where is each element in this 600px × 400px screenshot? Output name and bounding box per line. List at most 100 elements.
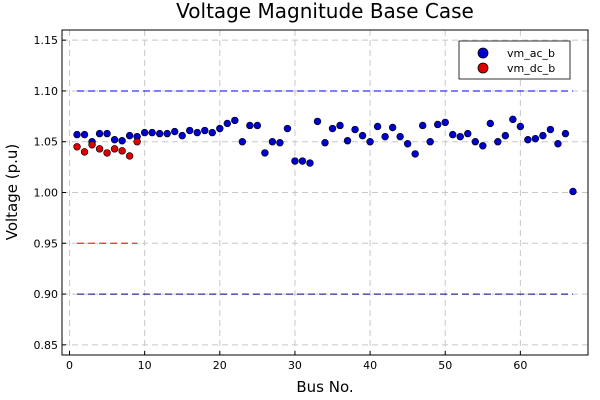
ac-voltage-point <box>471 138 479 146</box>
ac-voltage-point <box>373 122 382 131</box>
ac-voltage-point <box>509 115 517 124</box>
ac-voltage-point <box>80 130 89 139</box>
dc-voltage-point <box>103 149 111 157</box>
x-tick-label: 50 <box>438 359 452 372</box>
dc-voltage-point <box>125 152 134 160</box>
x-axis-title: Bus No. <box>296 378 353 396</box>
ac-voltage-point <box>283 124 292 133</box>
ac-voltage-point <box>208 128 216 137</box>
ac-voltage-point <box>449 130 457 139</box>
ac-voltage-point <box>201 126 209 135</box>
legend: vm_ac_b vm_dc_b <box>458 40 571 80</box>
y-tick-label: 0.95 <box>34 237 59 250</box>
ac-voltage-point <box>539 131 547 140</box>
ac-voltage-point <box>366 138 374 146</box>
ac-voltage-point <box>253 121 262 130</box>
ac-voltage-point <box>426 138 434 146</box>
ac-voltage-point <box>238 138 247 146</box>
legend-label-ac: vm_ac_b <box>507 47 555 60</box>
ac-voltage-point <box>140 128 149 137</box>
ac-voltage-point <box>216 124 224 133</box>
ac-voltage-point <box>328 124 337 133</box>
y-tick-label: 0.90 <box>34 288 59 301</box>
ac-voltage-point <box>291 157 299 165</box>
ac-voltage-point <box>155 129 164 138</box>
dc-voltage-point <box>73 143 81 151</box>
ac-voltage-point <box>148 128 156 137</box>
y-tick-label: 1.05 <box>34 136 59 149</box>
ac-voltage-point <box>306 159 314 167</box>
ac-voltage-point <box>276 139 284 147</box>
y-tick-label: 1.00 <box>34 187 59 200</box>
data-points <box>73 115 577 196</box>
y-tick-label: 0.85 <box>34 339 59 352</box>
dc-voltage-point <box>133 138 141 146</box>
ac-voltage-point <box>110 135 119 144</box>
ac-voltage-point <box>524 135 532 144</box>
ac-voltage-point <box>418 121 427 130</box>
ac-voltage-point <box>343 137 352 145</box>
dc-voltage-point <box>80 148 89 156</box>
legend-box <box>458 40 571 80</box>
ac-voltage-point <box>381 132 389 141</box>
ac-voltage-point <box>171 127 179 136</box>
ac-voltage-point <box>178 131 186 140</box>
ac-voltage-point <box>351 125 359 134</box>
ac-voltage-point <box>125 131 134 140</box>
y-axis-title: Voltage (p.u) <box>3 144 21 241</box>
dc-voltage-point <box>95 145 104 153</box>
chart-title: Voltage Magnitude Base Case <box>176 0 474 23</box>
ac-voltage-point <box>531 134 540 143</box>
ac-voltage-point <box>411 150 419 158</box>
x-axis-ticks: 0 10 20 30 40 50 60 <box>66 351 527 372</box>
ac-voltage-point <box>336 121 344 130</box>
x-tick-label: 40 <box>363 359 377 372</box>
y-tick-label: 1.10 <box>34 85 59 98</box>
y-axis-ticks: 0.85 0.90 0.95 1.00 1.05 1.10 1.15 <box>34 34 66 352</box>
ac-voltage-point <box>396 132 404 141</box>
ac-voltage-point <box>479 142 487 150</box>
ac-voltage-point <box>231 116 239 125</box>
x-tick-label: 0 <box>66 359 73 372</box>
ac-voltage-point <box>501 131 510 140</box>
dc-voltage-point <box>88 141 96 149</box>
ac-voltage-point <box>163 129 171 138</box>
ac-voltage-point <box>118 137 126 145</box>
ac-voltage-point <box>103 129 111 138</box>
ac-voltage-point <box>95 129 104 138</box>
dc-voltage-point <box>110 145 119 153</box>
ac-voltage-point <box>561 129 570 138</box>
dc-voltage-point <box>118 147 126 155</box>
ac-voltage-point <box>358 131 367 140</box>
ac-voltage-point <box>569 187 577 196</box>
ac-voltage-point <box>313 117 322 126</box>
y-tick-label: 1.15 <box>34 34 59 47</box>
ac-voltage-point <box>246 121 254 130</box>
x-tick-label: 60 <box>513 359 527 372</box>
ac-voltage-point <box>223 119 232 128</box>
ac-voltage-point <box>546 125 555 134</box>
ac-voltage-point <box>486 119 495 128</box>
x-tick-label: 10 <box>138 359 152 372</box>
ac-voltage-point <box>73 130 81 139</box>
ac-voltage-point <box>441 118 449 127</box>
legend-label-dc: vm_dc_b <box>507 62 555 75</box>
ac-voltage-point <box>516 122 525 131</box>
ac-voltage-point <box>298 157 307 165</box>
ac-voltage-point <box>403 140 412 148</box>
ac-voltage-point <box>268 138 277 146</box>
ac-voltage-point <box>186 126 194 135</box>
ac-voltage-point <box>388 123 397 132</box>
ac-voltage-point <box>464 129 472 138</box>
ac-voltage-point <box>456 132 464 141</box>
ac-voltage-point <box>321 139 329 147</box>
x-tick-label: 20 <box>213 359 227 372</box>
ac-voltage-point <box>193 128 201 137</box>
ac-voltage-point <box>261 149 269 157</box>
legend-marker-dc <box>477 62 489 74</box>
x-tick-label: 30 <box>288 359 302 372</box>
ac-voltage-point <box>494 138 502 146</box>
legend-marker-ac <box>477 47 489 59</box>
